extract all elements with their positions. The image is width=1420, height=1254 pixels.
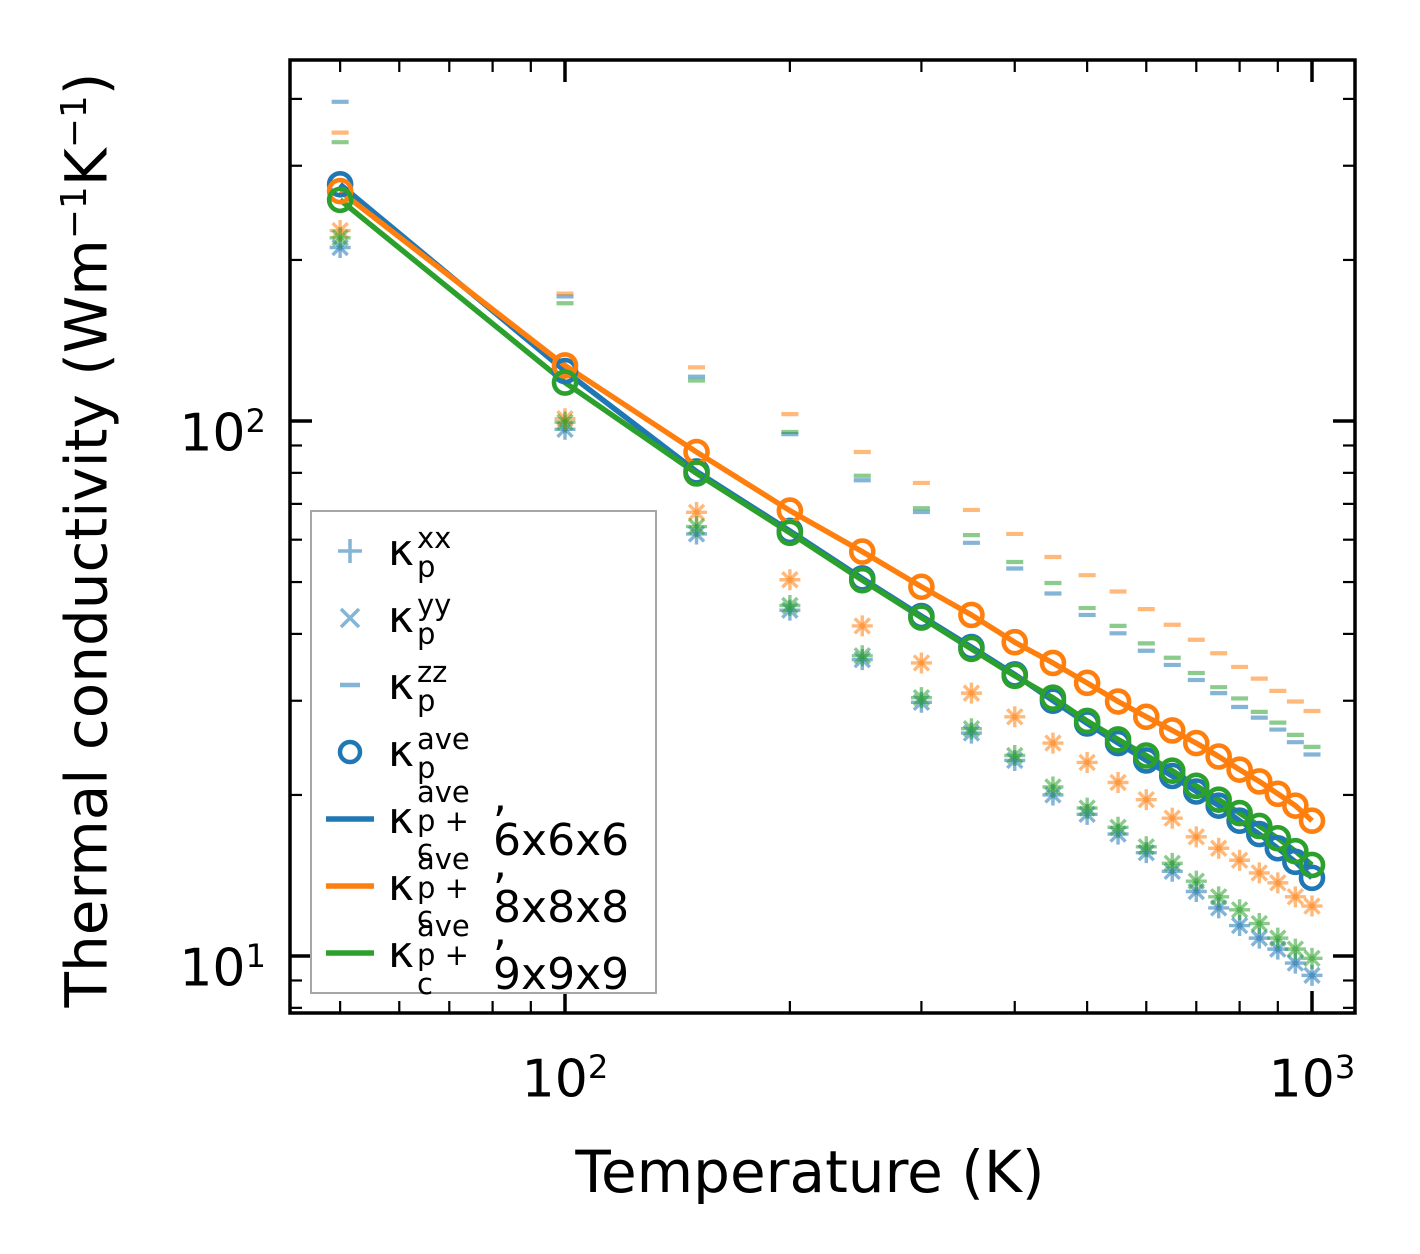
legend-entry-kpc-9x9x9: κ ave p + c, 9x9x9 [312, 909, 655, 998]
legend-label-kpc-8x8x8: κ ave p + c, 8x8x8 [388, 838, 630, 934]
series-ave-9x9x9 [326, 186, 1326, 879]
dash-marker-icon [340, 682, 360, 688]
legend-entry-kp-zz: κ zz p [312, 652, 655, 719]
circle-layer [326, 170, 1326, 892]
cross-marker-icon [339, 607, 361, 629]
series-yy-9x9x9 [331, 229, 1321, 968]
x-axis-label: Temperature (K) [575, 1138, 1045, 1206]
plus-marker-icon [338, 539, 362, 563]
series-zz-9x9x9 [331, 140, 1321, 749]
legend-entry-kp-ave: κ ave p [312, 719, 655, 786]
legend-entry-kp-xx: κ xx p [312, 518, 655, 585]
legend-entry-kp-yy: κ yy p [312, 585, 655, 652]
plot-spines [288, 58, 1357, 1015]
scatter-layer [329, 99, 1323, 986]
green-line-icon [326, 950, 374, 956]
x-tick-label-1000: 103 [1268, 1048, 1356, 1110]
legend-entry-kpc-8x8x8: κ ave p + c, 8x8x8 [312, 842, 655, 931]
legend-label-kp-yy: κ yy p [388, 588, 452, 651]
series-zz-6x6x6 [331, 99, 1321, 757]
series-line-8x8x8 [338, 188, 1314, 823]
axis-ticks [290, 60, 1355, 1013]
blue-line-icon [326, 816, 374, 822]
legend-label-kp-zz: κ zz p [388, 655, 448, 718]
x-tick-label-100: 102 [521, 1048, 609, 1110]
circle-marker-icon [337, 739, 363, 765]
y-tick-label-10: 101 [179, 937, 266, 999]
series-zz-8x8x8 [331, 130, 1321, 714]
legend-label-kp-ave: κ ave p [388, 722, 470, 785]
legend-label-kpc-9x9x9: κ ave p + c, 9x9x9 [388, 905, 630, 1001]
legend-label-kpc-6x6x6: κ ave p + c, 6x6x6 [388, 771, 630, 867]
orange-line-icon [326, 883, 374, 889]
y-tick-label-100: 102 [179, 402, 266, 464]
legend-entry-kpc-6x6x6: κ ave p + c, 6x6x6 [312, 775, 655, 864]
series-ave-8x8x8 [326, 177, 1326, 835]
legend-label-kp-xx: κ xx p [388, 521, 452, 584]
y-axis-label: Thermal conductivity (Wm−1K−1) [52, 72, 121, 1008]
